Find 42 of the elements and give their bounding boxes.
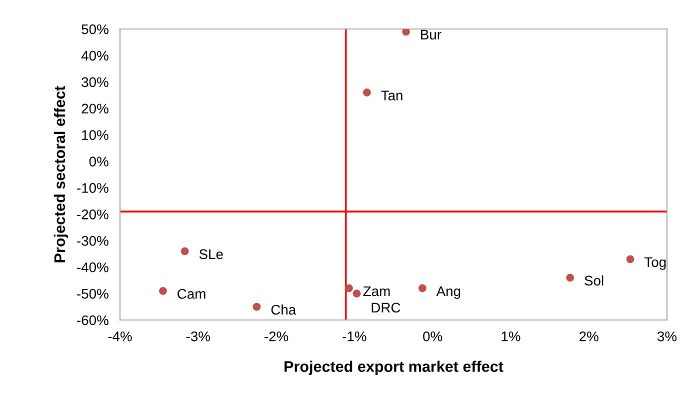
y-tick-label: 50%	[82, 24, 108, 34]
y-tick-label: -20%	[77, 210, 108, 220]
x-tick-label: 2%	[580, 331, 598, 342]
y-tick-label: 30%	[82, 77, 108, 88]
annotation: Tan	[381, 90, 402, 100]
x-axis-title: Projected export market effect	[284, 360, 504, 375]
x-tick-label: 1%	[502, 332, 520, 342]
y-tick-label: -40%	[77, 262, 108, 272]
point	[252, 302, 261, 311]
annotation: Zam	[363, 286, 390, 296]
x-tick-label: -4%	[108, 332, 132, 342]
annotation: Cha	[271, 304, 296, 315]
point	[345, 284, 353, 292]
annotation: Ang	[436, 286, 460, 299]
point	[362, 88, 371, 96]
y-tick-label: 0%	[89, 156, 108, 166]
annotation: Cam	[178, 288, 206, 299]
annotation: Tog	[644, 257, 666, 270]
x-tick-label: -3%	[186, 331, 210, 342]
y-tick-label: -60%	[77, 315, 108, 326]
y-tick-label: 40%	[81, 50, 108, 61]
point	[352, 290, 361, 298]
y-tick-label: -50%	[77, 288, 108, 299]
annotation: Sol	[584, 275, 604, 286]
annotation: Bur	[421, 30, 442, 40]
point	[566, 274, 574, 282]
annotation: DRC	[372, 302, 400, 313]
annotation: SLe	[199, 249, 223, 260]
x-tick-label: 0%	[423, 331, 442, 342]
x-tick-label: 3%	[657, 331, 677, 342]
point	[626, 255, 634, 264]
point	[402, 29, 410, 36]
y-axis-title: Projected sectoral effect	[54, 86, 68, 262]
point	[159, 286, 167, 295]
y-tick-label: 10%	[82, 130, 108, 140]
point	[418, 284, 426, 292]
point	[180, 247, 189, 256]
y-tick-label: 20%	[82, 104, 108, 114]
y-tick-label: -30%	[77, 236, 108, 246]
y-tick-label: -10%	[77, 183, 108, 193]
x-tick-label: -2%	[264, 331, 288, 342]
x-tick-label: -1%	[342, 332, 366, 342]
